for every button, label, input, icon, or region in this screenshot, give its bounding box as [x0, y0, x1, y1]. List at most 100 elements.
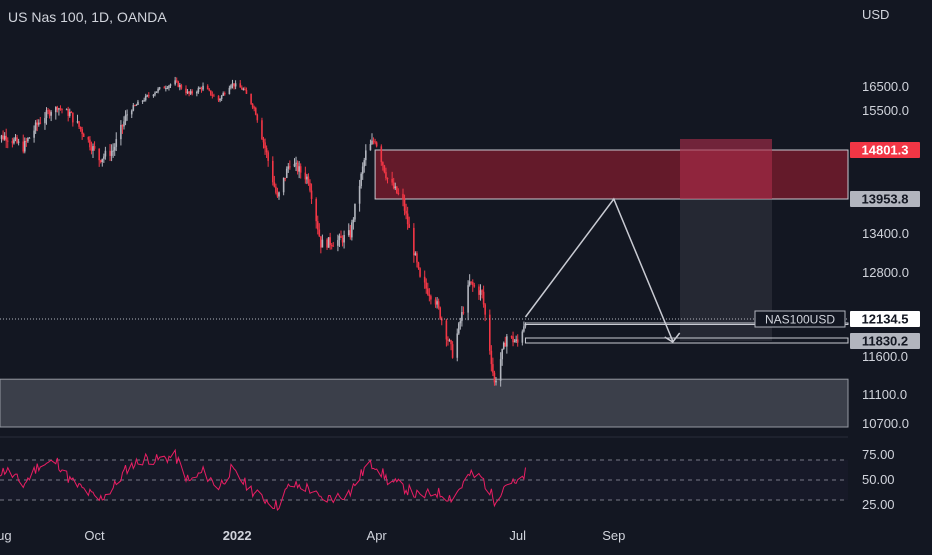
- candle-body[interactable]: [242, 88, 245, 90]
- candle-body[interactable]: [321, 239, 324, 248]
- candle-body[interactable]: [363, 160, 366, 167]
- candle-body[interactable]: [295, 162, 297, 164]
- candle-body[interactable]: [524, 323, 527, 327]
- candle-body[interactable]: [284, 177, 286, 179]
- candle-body[interactable]: [458, 323, 460, 334]
- candle-body[interactable]: [55, 107, 57, 113]
- candle-body[interactable]: [148, 95, 150, 97]
- candle-body[interactable]: [315, 198, 317, 222]
- candle-body[interactable]: [65, 109, 68, 111]
- candle-body[interactable]: [492, 364, 494, 373]
- candle-body[interactable]: [28, 137, 31, 139]
- candle-body[interactable]: [189, 91, 192, 94]
- candle-body[interactable]: [143, 100, 145, 102]
- candle-body[interactable]: [299, 166, 302, 173]
- candle-body[interactable]: [385, 172, 387, 178]
- candle-body[interactable]: [329, 237, 331, 245]
- candle-body[interactable]: [110, 151, 113, 156]
- candle-body[interactable]: [374, 141, 376, 143]
- candle-body[interactable]: [220, 95, 223, 99]
- candle-body[interactable]: [92, 146, 94, 151]
- candle-body[interactable]: [459, 321, 462, 324]
- candle-body[interactable]: [332, 245, 335, 247]
- candle-body[interactable]: [506, 336, 508, 347]
- candle-body[interactable]: [90, 147, 93, 151]
- label-zone-top[interactable]: 14801.3: [862, 143, 909, 158]
- candle-body[interactable]: [14, 137, 17, 140]
- candle-body[interactable]: [239, 83, 242, 88]
- candle-body[interactable]: [48, 110, 51, 116]
- candle-body[interactable]: [199, 88, 201, 90]
- candle-body[interactable]: [403, 199, 406, 211]
- candle-body[interactable]: [298, 166, 300, 172]
- candle-body[interactable]: [103, 156, 105, 159]
- rsi-line[interactable]: [0, 448, 526, 512]
- candle-body[interactable]: [234, 83, 237, 87]
- candle-body[interactable]: [275, 186, 277, 193]
- candle-body[interactable]: [155, 91, 158, 93]
- candle-body[interactable]: [471, 281, 474, 286]
- candle-body[interactable]: [163, 87, 166, 89]
- candle-body[interactable]: [327, 237, 330, 248]
- candle-body[interactable]: [337, 240, 339, 246]
- candle-body[interactable]: [152, 94, 155, 97]
- candle-body[interactable]: [309, 183, 311, 191]
- candle-body[interactable]: [515, 339, 517, 342]
- candle-body[interactable]: [451, 344, 454, 358]
- candle-body[interactable]: [206, 85, 209, 90]
- candle-body[interactable]: [70, 112, 73, 114]
- candle-body[interactable]: [185, 88, 187, 94]
- candle-body[interactable]: [177, 81, 180, 87]
- candle-body[interactable]: [219, 98, 221, 101]
- candle-body[interactable]: [27, 138, 29, 142]
- candle-body[interactable]: [380, 146, 383, 163]
- candle-body[interactable]: [501, 348, 503, 360]
- candle-body[interactable]: [375, 142, 378, 147]
- candle-body[interactable]: [326, 239, 328, 248]
- candle-body[interactable]: [316, 221, 319, 230]
- candle-body[interactable]: [45, 110, 48, 119]
- candle-body[interactable]: [386, 177, 389, 179]
- candle-body[interactable]: [39, 122, 42, 124]
- candle-body[interactable]: [72, 112, 74, 123]
- candle-body[interactable]: [179, 85, 181, 87]
- candle-body[interactable]: [82, 133, 85, 138]
- candle-body[interactable]: [394, 186, 397, 189]
- candle-body[interactable]: [461, 312, 463, 322]
- candle-body[interactable]: [382, 162, 384, 166]
- candle-body[interactable]: [186, 91, 189, 94]
- candle-body[interactable]: [217, 95, 220, 101]
- candle-body[interactable]: [490, 350, 493, 365]
- candle-body[interactable]: [251, 103, 254, 108]
- candle-body[interactable]: [37, 122, 40, 125]
- candle-body[interactable]: [202, 85, 204, 90]
- candle-body[interactable]: [413, 227, 415, 256]
- candle-body[interactable]: [489, 314, 491, 351]
- candle-body[interactable]: [383, 165, 386, 173]
- candle-body[interactable]: [135, 104, 138, 106]
- candle-body[interactable]: [392, 182, 395, 189]
- candle-body[interactable]: [262, 139, 265, 143]
- candle-body[interactable]: [13, 139, 15, 144]
- candle-body[interactable]: [6, 140, 9, 142]
- candle-body[interactable]: [3, 135, 6, 140]
- candle-body[interactable]: [510, 336, 513, 338]
- candle-body[interactable]: [265, 148, 268, 153]
- candle-body[interactable]: [330, 244, 333, 246]
- candle-body[interactable]: [481, 290, 483, 292]
- candle-body[interactable]: [223, 93, 226, 95]
- candle-body[interactable]: [437, 301, 440, 308]
- candle-body[interactable]: [267, 152, 269, 161]
- projection-target-box[interactable]: [680, 139, 772, 199]
- candle-body[interactable]: [244, 88, 246, 90]
- candle-body[interactable]: [354, 203, 356, 220]
- candle-body[interactable]: [396, 186, 398, 194]
- candle-body[interactable]: [307, 176, 310, 184]
- candle-body[interactable]: [408, 224, 410, 228]
- candle-body[interactable]: [58, 108, 60, 110]
- candle-body[interactable]: [285, 168, 288, 178]
- candle-body[interactable]: [445, 320, 448, 340]
- candle-body[interactable]: [423, 276, 426, 283]
- candle-body[interactable]: [132, 105, 135, 111]
- candle-body[interactable]: [523, 326, 525, 332]
